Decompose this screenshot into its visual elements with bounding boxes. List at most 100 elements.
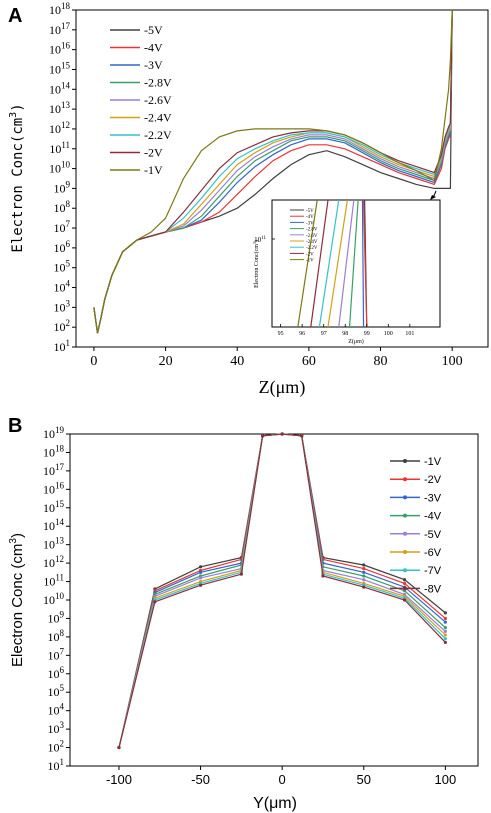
x-tick-label: 60 (302, 354, 316, 369)
data-point (443, 626, 447, 630)
legend-label: -5V (424, 529, 442, 541)
legend-label: -7V (424, 565, 442, 577)
inset-x-axis-label: Z(μm) (348, 338, 364, 345)
y-tick-label: 106 (54, 239, 71, 255)
inset-series-line--4V (362, 199, 368, 328)
legend-label: -2V (144, 146, 163, 160)
inset-x-tick-label: 100 (384, 331, 393, 337)
y-tick-label: 1013 (49, 100, 71, 116)
data-point (443, 640, 447, 645)
inset-legend-label: -4V (306, 215, 314, 220)
y-tick-label: 1018 (49, 1, 71, 17)
inset-series-line--2.6V (338, 199, 355, 328)
legend-marker (403, 586, 407, 591)
inset-legend-label: -2.8V (306, 228, 318, 233)
x-axis-label-b: Y(μm) (253, 795, 297, 812)
legend-label: -2V (424, 474, 442, 486)
inset-legend-label: -1V (306, 259, 314, 264)
y-tick-label: 101 (48, 757, 65, 773)
x-ticks-b: -100 -50 0 50 100 (106, 766, 456, 787)
inset-y-tick-label: 1011 (254, 236, 266, 244)
data-point (402, 598, 407, 602)
y-tick-label: 1016 (49, 41, 71, 57)
x-tick-label: 0 (90, 354, 97, 369)
y-tick-label: 105 (54, 259, 71, 275)
y-ticks-b: 101 102 103 104 105 106 107 108 109 1010 1011 1012 1… (43, 425, 70, 773)
y-tick-label: 108 (54, 199, 71, 215)
legend-label: -3V (144, 58, 163, 72)
y-tick-label: 1013 (43, 536, 65, 552)
inset-legend-label: -2.4V (306, 240, 318, 245)
y-axis-label-a: Electron Conc(cm3) (8, 103, 26, 252)
data-point (443, 616, 447, 621)
y-tick-label: 107 (54, 219, 71, 235)
series-lines-b (117, 432, 447, 750)
data-point (198, 583, 203, 587)
y-tick-label: 1010 (49, 160, 71, 176)
series-line--1V (93, 9, 453, 334)
data-point (198, 576, 203, 580)
x-tick-label: 20 (159, 354, 173, 369)
data-point (117, 745, 121, 750)
plot-frame-b (69, 433, 479, 767)
y-tick-label: 104 (54, 279, 71, 295)
plot-frame-a (75, 9, 489, 348)
data-point (362, 574, 366, 578)
inset-series-line--1V (297, 199, 318, 328)
y-tick-label: 102 (48, 739, 65, 755)
data-point (362, 585, 366, 589)
inset-x-tick-label: 101 (405, 331, 414, 337)
y-tick-label: 1012 (49, 120, 70, 136)
y-tick-label: 105 (48, 683, 65, 699)
data-point (198, 565, 203, 569)
y-tick-label: 1010 (43, 591, 65, 607)
x-tick-label: -100 (106, 772, 132, 787)
data-point (300, 434, 304, 438)
panel-b: B 10110210310410510610710810910101011101… (8, 415, 479, 812)
inset-legend-label: -3V (306, 221, 314, 226)
inset-series-line--2V (310, 199, 329, 328)
data-point (443, 620, 447, 624)
y-tick-label: 103 (54, 298, 71, 314)
inset-chart: -5V-4V-3V -2.8V-2.6V-2.4V-2.2V-2V -1V 95 96… (252, 190, 441, 345)
data-point (402, 581, 407, 586)
data-point (198, 570, 203, 574)
legend-marker (403, 513, 407, 518)
inset-legend-label: -5V (306, 209, 314, 214)
y-tick-label: 1015 (43, 499, 65, 515)
legend-label: -2.6V (144, 93, 172, 107)
inset-legend-label: -2.6V (306, 234, 318, 239)
legend-label: -2.8V (144, 76, 172, 90)
inset-series-line--2.8V (348, 199, 359, 328)
data-point (362, 567, 366, 571)
inset-legend-label: -2.2V (306, 246, 318, 251)
series-lines-a (93, 9, 453, 334)
y-tick-label: 1016 (43, 480, 65, 496)
legend-label: -2.2V (144, 128, 172, 142)
y-tick-label: 1011 (43, 573, 64, 589)
data-point (260, 434, 265, 438)
y-tick-label: 1014 (43, 517, 65, 533)
y-tick-label: 103 (48, 720, 65, 736)
panel-a: A 10110210310410510610710810910101011101… (8, 1, 489, 398)
legend-b: -1V -2V -3V -4V -5V -6V -7V -8V (390, 456, 442, 595)
inset-x-tick-label: 99 (364, 331, 370, 337)
data-point (239, 572, 243, 576)
data-point (402, 578, 407, 582)
x-tick-label: 100 (435, 772, 457, 787)
legend-marker (403, 477, 407, 482)
legend-label: -1V (144, 163, 163, 177)
data-point (443, 629, 447, 633)
data-point (443, 637, 447, 641)
legend-a: -5V -4V -3V -2.8V -2.6V -2.4V -2.2V -2V -1V (110, 23, 172, 177)
inset-pointer-arrowhead (430, 195, 436, 200)
inset-x-tick-label: 98 (342, 331, 348, 337)
data-point (443, 633, 447, 637)
y-tick-label: 102 (54, 318, 71, 334)
x-axis-label-a: Z(μm) (259, 377, 306, 398)
legend-label: -8V (424, 583, 442, 595)
y-tick-label: 1017 (43, 462, 65, 478)
x-ticks-a: 0 20 40 60 80 100 (90, 347, 463, 369)
y-tick-label: 109 (54, 179, 71, 195)
